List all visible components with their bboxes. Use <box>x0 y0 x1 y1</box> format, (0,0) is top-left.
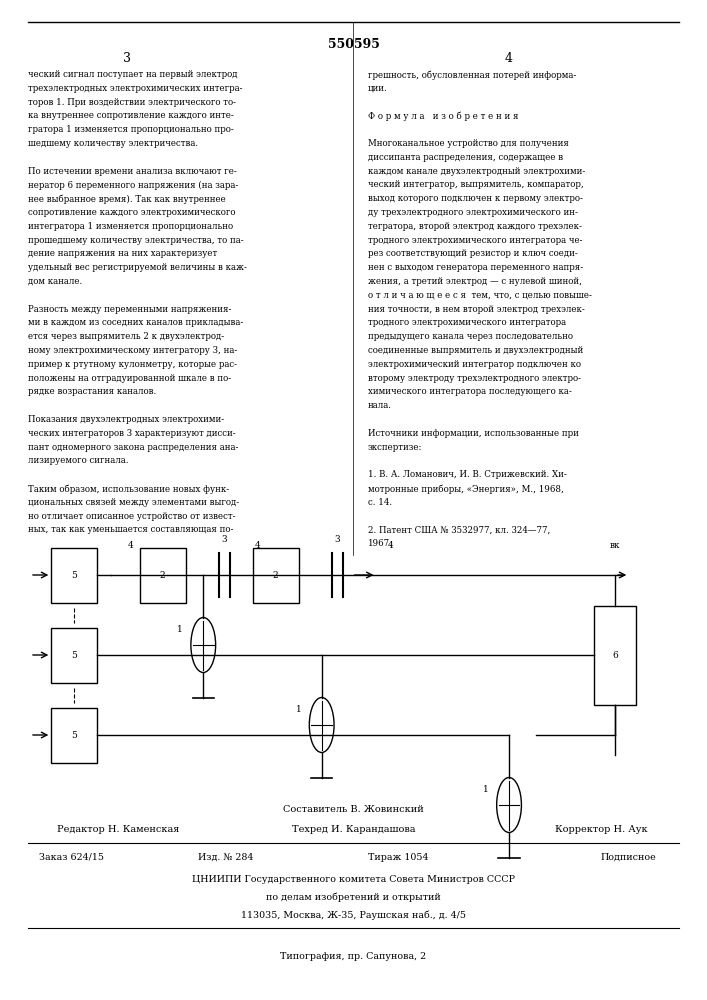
Text: положены на отградуированной шкале в по-: положены на отградуированной шкале в по- <box>28 374 231 383</box>
Text: дом канале.: дом канале. <box>28 277 83 286</box>
Text: тродного электрохимического интегратора че-: тродного электрохимического интегратора … <box>368 236 582 245</box>
Text: нен с выходом генератора переменного напря-: нен с выходом генератора переменного нап… <box>368 263 583 272</box>
Text: 1: 1 <box>483 786 489 794</box>
Text: 550595: 550595 <box>327 38 380 51</box>
Text: о т л и ч а ю щ е е с я  тем, что, с целью повыше-: о т л и ч а ю щ е е с я тем, что, с цель… <box>368 291 592 300</box>
Text: дение напряжения на них характеризует: дение напряжения на них характеризует <box>28 249 218 258</box>
Text: экспертизе:: экспертизе: <box>368 443 422 452</box>
Text: ческих интеграторов 3 характеризуют дисси-: ческих интеграторов 3 характеризуют дисс… <box>28 429 236 438</box>
Text: Тираж 1054: Тираж 1054 <box>368 853 428 862</box>
Text: ка внутреннее сопротивление каждого инте-: ка внутреннее сопротивление каждого инте… <box>28 111 234 120</box>
Text: диссипанта распределения, содержащее в: диссипанта распределения, содержащее в <box>368 153 563 162</box>
Text: 2: 2 <box>273 570 279 580</box>
Text: Ф о р м у л а   и з о б р е т е н и я: Ф о р м у л а и з о б р е т е н и я <box>368 111 518 121</box>
Text: рядке возрастания каналов.: рядке возрастания каналов. <box>28 387 156 396</box>
Text: тегратора, второй электрод каждого трехэлек-: тегратора, второй электрод каждого трехэ… <box>368 222 582 231</box>
Text: Разность между переменными напряжения-: Разность между переменными напряжения- <box>28 305 232 314</box>
Text: интегратора 1 изменяется пропорционально: интегратора 1 изменяется пропорционально <box>28 222 233 231</box>
Text: Таким образом, использование новых функ-: Таким образом, использование новых функ- <box>28 484 229 493</box>
Text: ческий интегратор, выпрямитель, компаратор,: ческий интегратор, выпрямитель, компарат… <box>368 180 583 189</box>
Text: торов 1. При воздействии электрического то-: торов 1. При воздействии электрического … <box>28 98 236 107</box>
Text: нератор 6 переменного напряжения (на зара-: нератор 6 переменного напряжения (на зар… <box>28 180 238 190</box>
Text: шедшему количеству электричества.: шедшему количеству электричества. <box>28 139 199 148</box>
Text: электрохимический интегратор подключен ко: электрохимический интегратор подключен к… <box>368 360 580 369</box>
Text: Многоканальное устройство для получения: Многоканальное устройство для получения <box>368 139 568 148</box>
Text: 1: 1 <box>296 706 302 714</box>
Text: Техред И. Карандашова: Техред И. Карандашова <box>292 825 415 834</box>
Text: химического интегратора последующего ка-: химического интегратора последующего ка- <box>368 387 571 396</box>
Text: ду трехэлектродного электрохимического ин-: ду трехэлектродного электрохимического и… <box>368 208 578 217</box>
Text: пант одномерного закона распределения ана-: пант одномерного закона распределения ан… <box>28 443 239 452</box>
Text: удельный вес регистрируемой величины в каж-: удельный вес регистрируемой величины в к… <box>28 263 247 272</box>
Text: мотронные приборы, «Энергия», М., 1968,: мотронные приборы, «Энергия», М., 1968, <box>368 484 563 493</box>
Text: Составитель В. Жовинский: Составитель В. Жовинский <box>283 805 424 814</box>
Text: ми в каждом из соседних каналов прикладыва-: ми в каждом из соседних каналов приклады… <box>28 318 243 327</box>
Text: но отличает описанное устройство от извест-: но отличает описанное устройство от изве… <box>28 512 235 521</box>
Text: нала.: нала. <box>368 401 392 410</box>
Text: Заказ 624/15: Заказ 624/15 <box>39 853 104 862</box>
Text: Корректор Н. Аук: Корректор Н. Аук <box>554 825 648 834</box>
Text: 5: 5 <box>71 570 77 580</box>
Text: 4: 4 <box>255 540 261 550</box>
Text: жения, а третий электрод — с нулевой шиной,: жения, а третий электрод — с нулевой шин… <box>368 277 582 286</box>
Text: 2: 2 <box>160 570 165 580</box>
Text: 4: 4 <box>128 540 134 550</box>
Text: Показания двухэлектродных электрохими-: Показания двухэлектродных электрохими- <box>28 415 224 424</box>
Text: выход которого подключен к первому электро-: выход которого подключен к первому элект… <box>368 194 583 203</box>
Text: ческий сигнал поступает на первый электрод: ческий сигнал поступает на первый электр… <box>28 70 238 79</box>
Text: по делам изобретений и открытий: по делам изобретений и открытий <box>266 892 441 902</box>
Bar <box>51 548 97 602</box>
Text: ных, так как уменьшается составляющая по-: ных, так как уменьшается составляющая по… <box>28 525 233 534</box>
Text: Типография, пр. Сапунова, 2: Типография, пр. Сапунова, 2 <box>281 952 426 961</box>
Bar <box>51 708 97 762</box>
Text: 5: 5 <box>71 730 77 740</box>
Text: 3: 3 <box>123 52 132 65</box>
Text: вк: вк <box>610 540 620 550</box>
Text: ния точности, в нем второй электрод трехэлек-: ния точности, в нем второй электрод трех… <box>368 305 585 314</box>
Text: 1: 1 <box>177 626 183 635</box>
Text: 1. В. А. Ломанович, И. В. Стрижевский. Хи-: 1. В. А. Ломанович, И. В. Стрижевский. Х… <box>368 470 566 479</box>
Text: каждом канале двухэлектродный электрохими-: каждом канале двухэлектродный электрохим… <box>368 167 585 176</box>
Text: предыдущего канала через последовательно: предыдущего канала через последовательно <box>368 332 573 341</box>
Text: соединенные выпрямитель и двухэлектродный: соединенные выпрямитель и двухэлектродны… <box>368 346 583 355</box>
Text: 5: 5 <box>71 650 77 660</box>
Text: ется через выпрямитель 2 к двухэлектрод-: ется через выпрямитель 2 к двухэлектрод- <box>28 332 224 341</box>
Text: 6: 6 <box>612 650 618 660</box>
Text: сопротивление каждого электрохимического: сопротивление каждого электрохимического <box>28 208 235 217</box>
Text: тродного электрохимического интегратора: тродного электрохимического интегратора <box>368 318 566 327</box>
Text: По истечении времени анализа включают ге-: По истечении времени анализа включают ге… <box>28 167 237 176</box>
Text: 113035, Москва, Ж-35, Раушская наб., д. 4/5: 113035, Москва, Ж-35, Раушская наб., д. … <box>241 910 466 920</box>
Text: Источники информации, использованные при: Источники информации, использованные при <box>368 429 578 438</box>
Text: 4: 4 <box>387 540 394 550</box>
Text: циональных связей между элементами выгод-: циональных связей между элементами выгод… <box>28 498 240 507</box>
Text: Подписное: Подписное <box>601 853 657 862</box>
Text: прошедшему количеству электричества, то па-: прошедшему количеству электричества, то … <box>28 236 244 245</box>
Text: грешность, обусловленная потерей информа-: грешность, обусловленная потерей информа… <box>368 70 576 80</box>
Text: гратора 1 изменяется пропорционально про-: гратора 1 изменяется пропорционально про… <box>28 125 234 134</box>
Text: второму электроду трехэлектродного электро-: второму электроду трехэлектродного элект… <box>368 374 580 383</box>
Bar <box>595 605 636 704</box>
Text: 2. Патент США № 3532977, кл. 324—77,: 2. Патент США № 3532977, кл. 324—77, <box>368 525 550 534</box>
Bar <box>253 548 298 602</box>
Text: 1967.: 1967. <box>368 539 392 548</box>
Bar <box>140 548 185 602</box>
Text: Изд. № 284: Изд. № 284 <box>198 853 253 862</box>
Text: пример к ртутному кулонметру, которые рас-: пример к ртутному кулонметру, которые ра… <box>28 360 238 369</box>
Bar <box>51 628 97 683</box>
Text: 3: 3 <box>335 536 340 544</box>
Text: рез соответствующий резистор и ключ соеди-: рез соответствующий резистор и ключ соед… <box>368 249 578 258</box>
Text: 4: 4 <box>505 52 513 65</box>
Text: ции.: ции. <box>368 84 387 93</box>
Text: ному электрохимическому интегратору 3, на-: ному электрохимическому интегратору 3, н… <box>28 346 238 355</box>
Text: 3: 3 <box>222 536 227 544</box>
Text: трехэлектродных электрохимических интегра-: трехэлектродных электрохимических интегр… <box>28 84 243 93</box>
Text: Редактор Н. Каменская: Редактор Н. Каменская <box>57 825 179 834</box>
Text: лизируемого сигнала.: лизируемого сигнала. <box>28 456 129 465</box>
Text: нее выбранное время). Так как внутреннее: нее выбранное время). Так как внутреннее <box>28 194 226 204</box>
Text: ЦНИИПИ Государственного комитета Совета Министров СССР: ЦНИИПИ Государственного комитета Совета … <box>192 875 515 884</box>
Text: с. 14.: с. 14. <box>368 498 392 507</box>
